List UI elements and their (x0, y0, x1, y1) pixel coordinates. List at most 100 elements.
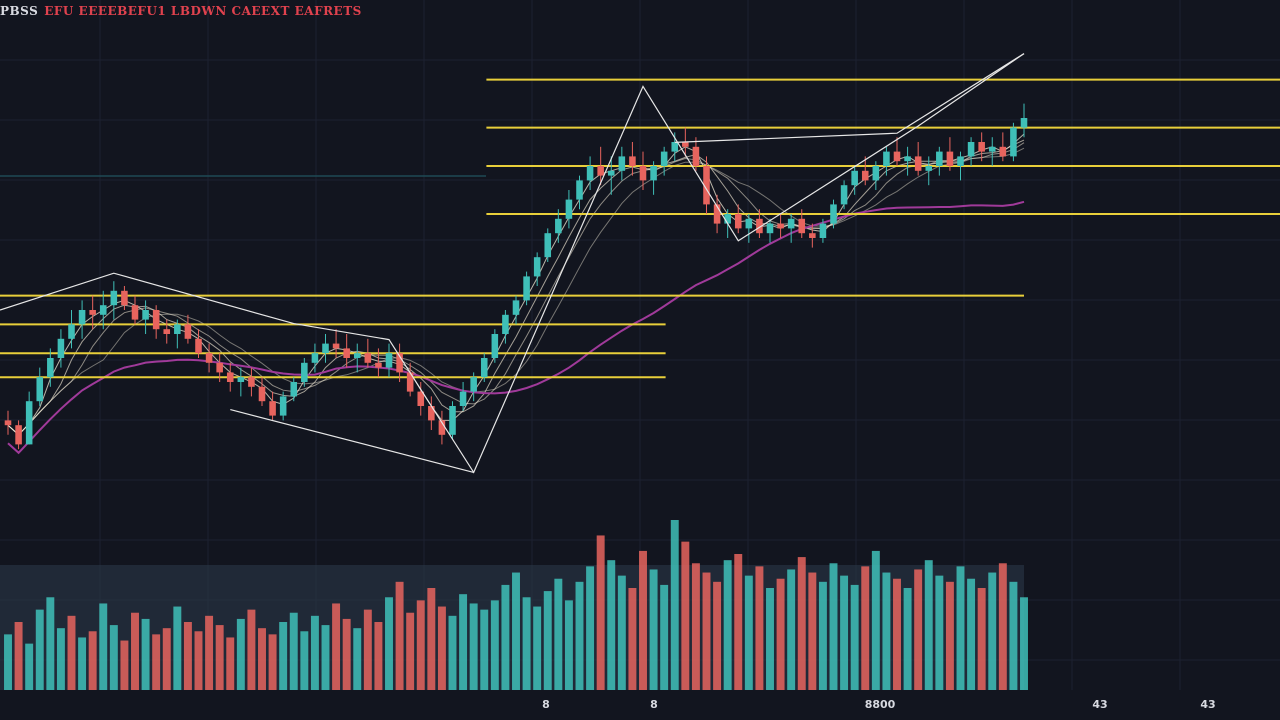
candle-body (988, 146, 996, 152)
candle-body (184, 324, 192, 339)
candles (4, 103, 1028, 450)
candle-body (766, 223, 774, 234)
volume-bar (670, 520, 679, 690)
candle-body (586, 166, 594, 181)
candle-body (1020, 118, 1028, 128)
volume-bars (4, 520, 1028, 690)
candle-body (364, 353, 372, 363)
candle-body (205, 353, 213, 363)
candle-body (406, 372, 414, 392)
ma-line (7, 142, 1025, 436)
candle-body (576, 180, 583, 200)
candle-body (438, 420, 446, 435)
volume-bar (353, 628, 362, 690)
volume-bar (977, 588, 986, 690)
candle-body (131, 305, 139, 320)
candle-body (47, 358, 54, 378)
volume-bar (14, 622, 23, 690)
candle-body (607, 170, 615, 176)
candle-body (36, 377, 44, 402)
volume-bar (427, 588, 436, 690)
candle-body (512, 300, 520, 315)
volume-bar (120, 640, 129, 690)
volume-bar (152, 634, 161, 690)
candle-body (163, 329, 171, 334)
x-tick-label: 8 (650, 698, 658, 711)
candle-body (978, 142, 985, 152)
volume-bar (480, 609, 489, 690)
volume-bar (194, 631, 203, 690)
candle-body (883, 151, 890, 166)
volume-bar (1009, 581, 1018, 690)
candle-body (756, 218, 763, 234)
volume-bar (141, 618, 150, 690)
volume-bar (543, 591, 552, 690)
candle-body (777, 223, 784, 229)
volume-bar (363, 609, 372, 690)
volume-bar (437, 606, 446, 690)
candle-body (798, 218, 806, 234)
volume-bar (109, 625, 118, 690)
candle-body (967, 142, 975, 157)
candle-body (936, 151, 943, 166)
candle-body (713, 204, 721, 224)
volume-bar (988, 572, 997, 690)
candle-body (671, 142, 679, 152)
chart-header: PBSS EFU EEEEBEFU1 LBDWN CAEEXT EAFRETS (0, 4, 362, 20)
candle-body (840, 185, 848, 205)
candle-body (692, 146, 700, 166)
candle-body (502, 314, 509, 334)
candle-body (555, 218, 562, 234)
candle-body (152, 310, 160, 330)
candle-body (396, 353, 403, 373)
volume-bar (4, 634, 12, 690)
candle-body (417, 391, 425, 406)
volume-bar (734, 554, 743, 690)
candle-body (1010, 127, 1017, 157)
volume-bar (617, 575, 626, 690)
volume-bar (215, 625, 224, 690)
candle-body (851, 170, 858, 186)
volume-bar (236, 618, 245, 690)
candle-body (4, 420, 12, 426)
volume-bar (395, 581, 404, 690)
volume-bar (755, 566, 764, 690)
volume-bar (744, 575, 753, 690)
volume-bar (459, 594, 468, 690)
candle-body (459, 391, 467, 406)
candle-body (872, 166, 880, 181)
x-tick-label: 43 (1092, 698, 1108, 711)
volume-bar (935, 575, 944, 690)
volume-bar (385, 597, 393, 690)
candle-body (809, 233, 816, 238)
volume-bar (829, 563, 838, 690)
volume-bar (564, 600, 573, 690)
candle-body (174, 324, 181, 334)
candle-body (745, 218, 753, 229)
volume-bar (205, 615, 214, 690)
volume-bar (226, 637, 235, 690)
candle-body (385, 353, 393, 368)
candle-body (787, 218, 795, 229)
candle-body (734, 214, 742, 229)
candle-body (353, 353, 361, 358)
x-tick-label: 8800 (864, 698, 896, 711)
volume-bar (406, 612, 415, 690)
volume-bar (681, 541, 690, 690)
candle-body (449, 406, 456, 435)
candle-body (375, 362, 382, 368)
volume-bar (628, 588, 637, 690)
volume-bar (279, 622, 288, 690)
candle-body (544, 233, 552, 258)
volume-bar (342, 618, 351, 690)
volume-bar (575, 581, 584, 690)
candle-body (68, 324, 75, 339)
volume-bar (310, 615, 319, 690)
volume-bar (56, 628, 65, 690)
volume-bar (797, 557, 806, 690)
volume-bar (713, 581, 722, 690)
volume-bar (374, 622, 383, 690)
volume-bar (501, 584, 510, 690)
candle-body (618, 156, 626, 171)
